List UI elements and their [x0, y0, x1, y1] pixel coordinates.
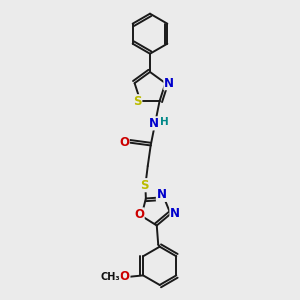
Text: S: S [133, 95, 142, 108]
Text: CH₃: CH₃ [100, 272, 120, 283]
Text: O: O [120, 270, 130, 284]
Text: N: N [148, 117, 159, 130]
Text: N: N [156, 188, 167, 201]
Text: N: N [170, 207, 180, 220]
Text: O: O [134, 208, 144, 221]
Text: O: O [119, 136, 129, 149]
Text: N: N [164, 77, 174, 90]
Text: S: S [140, 179, 148, 192]
Text: H: H [160, 117, 168, 127]
